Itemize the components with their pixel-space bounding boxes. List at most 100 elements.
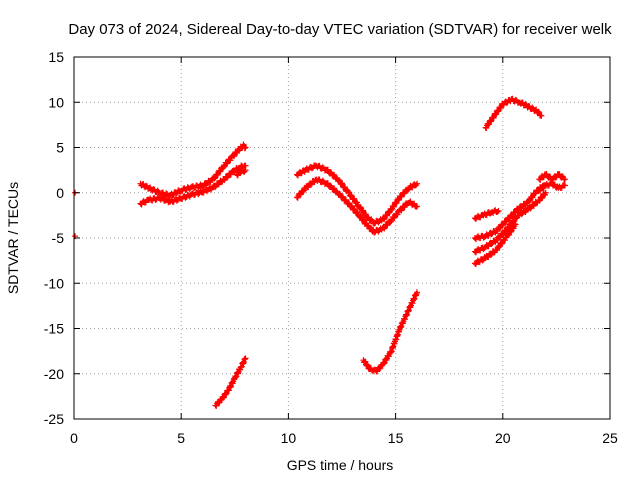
data-point (507, 227, 514, 234)
data-point (488, 251, 495, 258)
x-tick-label: 0 (70, 430, 78, 446)
data-point (242, 144, 249, 151)
data-point (518, 211, 525, 218)
data-point (327, 182, 334, 189)
data-point (488, 241, 495, 248)
data-point (496, 234, 503, 241)
series-arc-midday-lower (293, 176, 421, 236)
y-tick-label: 5 (56, 140, 64, 156)
series-arc-midday-negative (360, 289, 421, 375)
data-point (336, 190, 343, 197)
y-tick-label: 10 (48, 94, 64, 110)
y-tick-label: 0 (56, 185, 64, 201)
data-point (308, 165, 315, 172)
axis-ticks: 0 5 10 15 20 25 -25 -20 -15 -10 -5 0 5 10 15 (44, 49, 618, 446)
x-axis-label: GPS time / hours (287, 457, 394, 473)
series-arc-morning-tail (233, 167, 249, 179)
y-axis-label: SDTVAR / TECUs (5, 182, 21, 294)
chart-title: Day 073 of 2024, Sidereal Day-to-day VTE… (68, 21, 612, 38)
x-tick-label: 10 (281, 430, 297, 446)
data-point (495, 207, 502, 214)
data-point (529, 104, 536, 111)
data-point (362, 358, 369, 365)
y-tick-label: -15 (44, 321, 64, 337)
data-point (542, 189, 549, 196)
series-arc-evening-late-b (536, 180, 568, 194)
data-point (221, 163, 228, 170)
y-tick-label: -10 (44, 275, 64, 291)
data-point (227, 157, 234, 164)
data-point (414, 203, 421, 210)
x-tick-label: 25 (602, 430, 618, 446)
data-point (362, 211, 369, 218)
data-point (319, 177, 326, 184)
data-point (327, 169, 334, 176)
data-point (222, 391, 229, 398)
data-point (505, 232, 512, 239)
data-point (494, 208, 501, 215)
data-point (536, 197, 543, 204)
data-point (496, 244, 503, 251)
series-arc-evening-rise-c (471, 221, 519, 268)
x-tick-label: 15 (388, 430, 404, 446)
data-point (538, 112, 545, 119)
series-arc-evening-late-a (536, 171, 568, 183)
data-point (494, 247, 501, 254)
y-tick-label: -20 (44, 366, 64, 382)
series-arc-evening-rise-b (471, 189, 549, 256)
data-point (354, 199, 361, 206)
data-point (364, 214, 371, 221)
data-point (364, 362, 371, 369)
data-point (395, 197, 402, 204)
data-point (364, 222, 371, 229)
data-point (488, 231, 495, 238)
x-tick-label: 20 (495, 430, 511, 446)
data-point (526, 197, 533, 204)
data-point (497, 104, 504, 111)
data-point (479, 257, 486, 264)
x-tick-label: 5 (177, 430, 185, 446)
data-point (394, 211, 401, 218)
y-tick-label: -5 (52, 230, 65, 246)
data-point (561, 182, 568, 189)
series-arc-midday-upper (293, 162, 421, 227)
data-point (518, 204, 525, 211)
data-point (195, 191, 202, 198)
data-point (495, 108, 502, 115)
data-point (382, 356, 389, 363)
data-point (414, 289, 421, 296)
data-point (380, 360, 387, 367)
data-point (559, 173, 566, 180)
series-arc-evening-peak (482, 95, 545, 131)
data-point (336, 177, 343, 184)
data-point (552, 174, 559, 181)
data-point (212, 184, 219, 191)
series-arc-morning-upper (137, 141, 249, 200)
data-point (364, 361, 371, 368)
data-point (535, 108, 542, 115)
data-point (241, 145, 248, 152)
data-point (203, 188, 210, 195)
data-point (527, 205, 534, 212)
series-arc-morning-negative (212, 355, 249, 409)
data-point (173, 197, 180, 204)
data-point (414, 180, 421, 187)
data-point (242, 167, 249, 174)
data-point (357, 213, 364, 220)
data-point (163, 196, 170, 203)
series-arc-evening-short (471, 207, 502, 223)
data-point (561, 176, 568, 183)
data-point (242, 355, 249, 362)
data-point (512, 221, 519, 228)
data-point (307, 181, 314, 188)
data-points (72, 95, 568, 409)
y-tick-label: -25 (44, 411, 64, 427)
data-point (223, 390, 230, 397)
data-point (376, 365, 383, 372)
y-tick-label: 15 (48, 49, 64, 65)
data-point (216, 399, 223, 406)
data-point (354, 209, 361, 216)
data-point (173, 190, 180, 197)
